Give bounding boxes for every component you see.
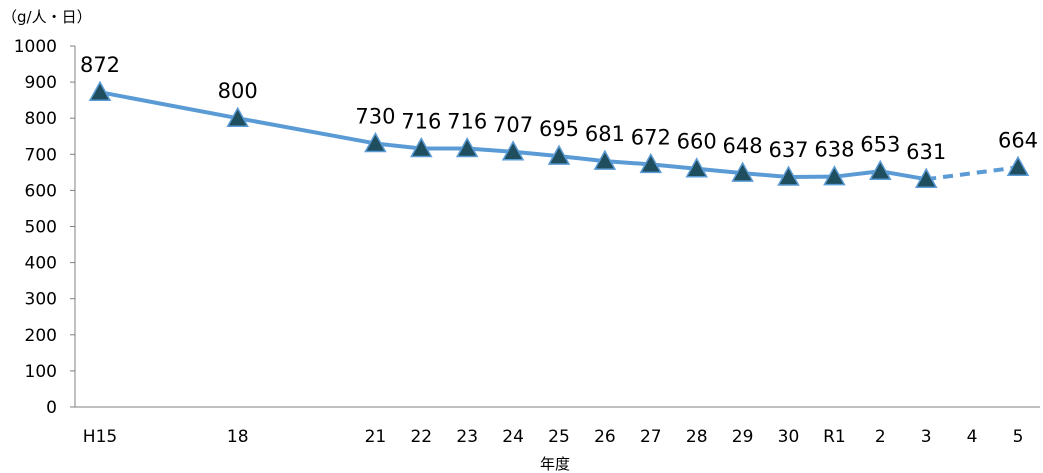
x-tick-label: 28 bbox=[686, 427, 708, 447]
data-label: 648 bbox=[723, 134, 763, 158]
data-label: 637 bbox=[768, 138, 808, 162]
y-tick-label: 500 bbox=[25, 218, 57, 238]
x-tick-label: 2 bbox=[875, 427, 886, 447]
data-marker bbox=[685, 157, 708, 178]
y-tick-label: 100 bbox=[25, 362, 57, 382]
y-tick-label: 300 bbox=[25, 290, 57, 310]
data-marker bbox=[777, 165, 800, 186]
x-tick-label: 18 bbox=[227, 427, 249, 447]
data-marker bbox=[547, 144, 571, 165]
data-label: 872 bbox=[80, 53, 120, 77]
data-marker bbox=[501, 140, 525, 161]
x-tick-label: 22 bbox=[410, 427, 432, 447]
data-label: 638 bbox=[814, 138, 854, 162]
data-marker bbox=[731, 161, 754, 182]
y-tick-label: 600 bbox=[25, 181, 57, 201]
data-label: 664 bbox=[998, 128, 1038, 152]
data-label: 672 bbox=[631, 125, 671, 149]
x-tick-label: 3 bbox=[921, 427, 932, 447]
data-label: 716 bbox=[401, 110, 441, 134]
y-axis: 0 100 200 300 400 500 600 700 800 900 1000 bbox=[14, 37, 76, 418]
data-marker bbox=[410, 136, 433, 158]
x-tick-label: 21 bbox=[365, 427, 387, 447]
data-label: 695 bbox=[539, 117, 579, 141]
data-label: 631 bbox=[906, 140, 946, 164]
x-tick-label: 25 bbox=[548, 427, 570, 447]
x-tick-label: R1 bbox=[823, 427, 846, 447]
data-label: 707 bbox=[493, 113, 533, 137]
data-marker bbox=[226, 106, 249, 127]
data-marker bbox=[869, 159, 892, 181]
series-line-dashed bbox=[925, 165, 1019, 182]
y-tick-label: 700 bbox=[25, 145, 57, 165]
data-marker bbox=[914, 167, 938, 188]
data-markers bbox=[88, 80, 1030, 188]
data-marker bbox=[455, 136, 479, 158]
x-tick-label: 27 bbox=[640, 427, 662, 447]
x-tick-label: 26 bbox=[594, 427, 616, 447]
x-tick-label: 4 bbox=[967, 427, 978, 447]
data-marker bbox=[88, 80, 112, 101]
x-tick-label: 5 bbox=[1013, 427, 1024, 447]
x-tick-label: 23 bbox=[456, 427, 478, 447]
data-label: 660 bbox=[677, 130, 717, 154]
data-marker bbox=[364, 131, 387, 153]
x-axis-title: 年度 bbox=[540, 455, 570, 473]
data-marker bbox=[593, 149, 617, 170]
data-marker bbox=[823, 165, 846, 186]
unit-label: （g/人・日） bbox=[2, 8, 92, 26]
data-label: 716 bbox=[447, 110, 487, 134]
data-label: 800 bbox=[218, 79, 258, 103]
data-label: 730 bbox=[355, 104, 395, 128]
x-tick-label: 30 bbox=[778, 427, 800, 447]
x-tick-label: H15 bbox=[83, 427, 117, 447]
y-tick-label: 400 bbox=[25, 254, 57, 274]
y-tick-label: 900 bbox=[25, 73, 57, 93]
data-marker bbox=[1006, 155, 1030, 177]
x-tick-label: 24 bbox=[502, 427, 524, 447]
data-label: 653 bbox=[860, 132, 900, 156]
y-tick-label: 800 bbox=[25, 109, 57, 129]
data-marker bbox=[639, 152, 663, 174]
y-tick-label: 0 bbox=[46, 398, 57, 418]
y-tick-label: 200 bbox=[25, 326, 57, 346]
y-tick-label: 1000 bbox=[14, 37, 57, 57]
x-tick-label: 29 bbox=[732, 427, 754, 447]
x-axis: H15 18 21 22 23 24 25 26 27 28 29 30 R1 2 3 4 5 bbox=[75, 406, 1040, 447]
data-label: 681 bbox=[585, 122, 625, 146]
